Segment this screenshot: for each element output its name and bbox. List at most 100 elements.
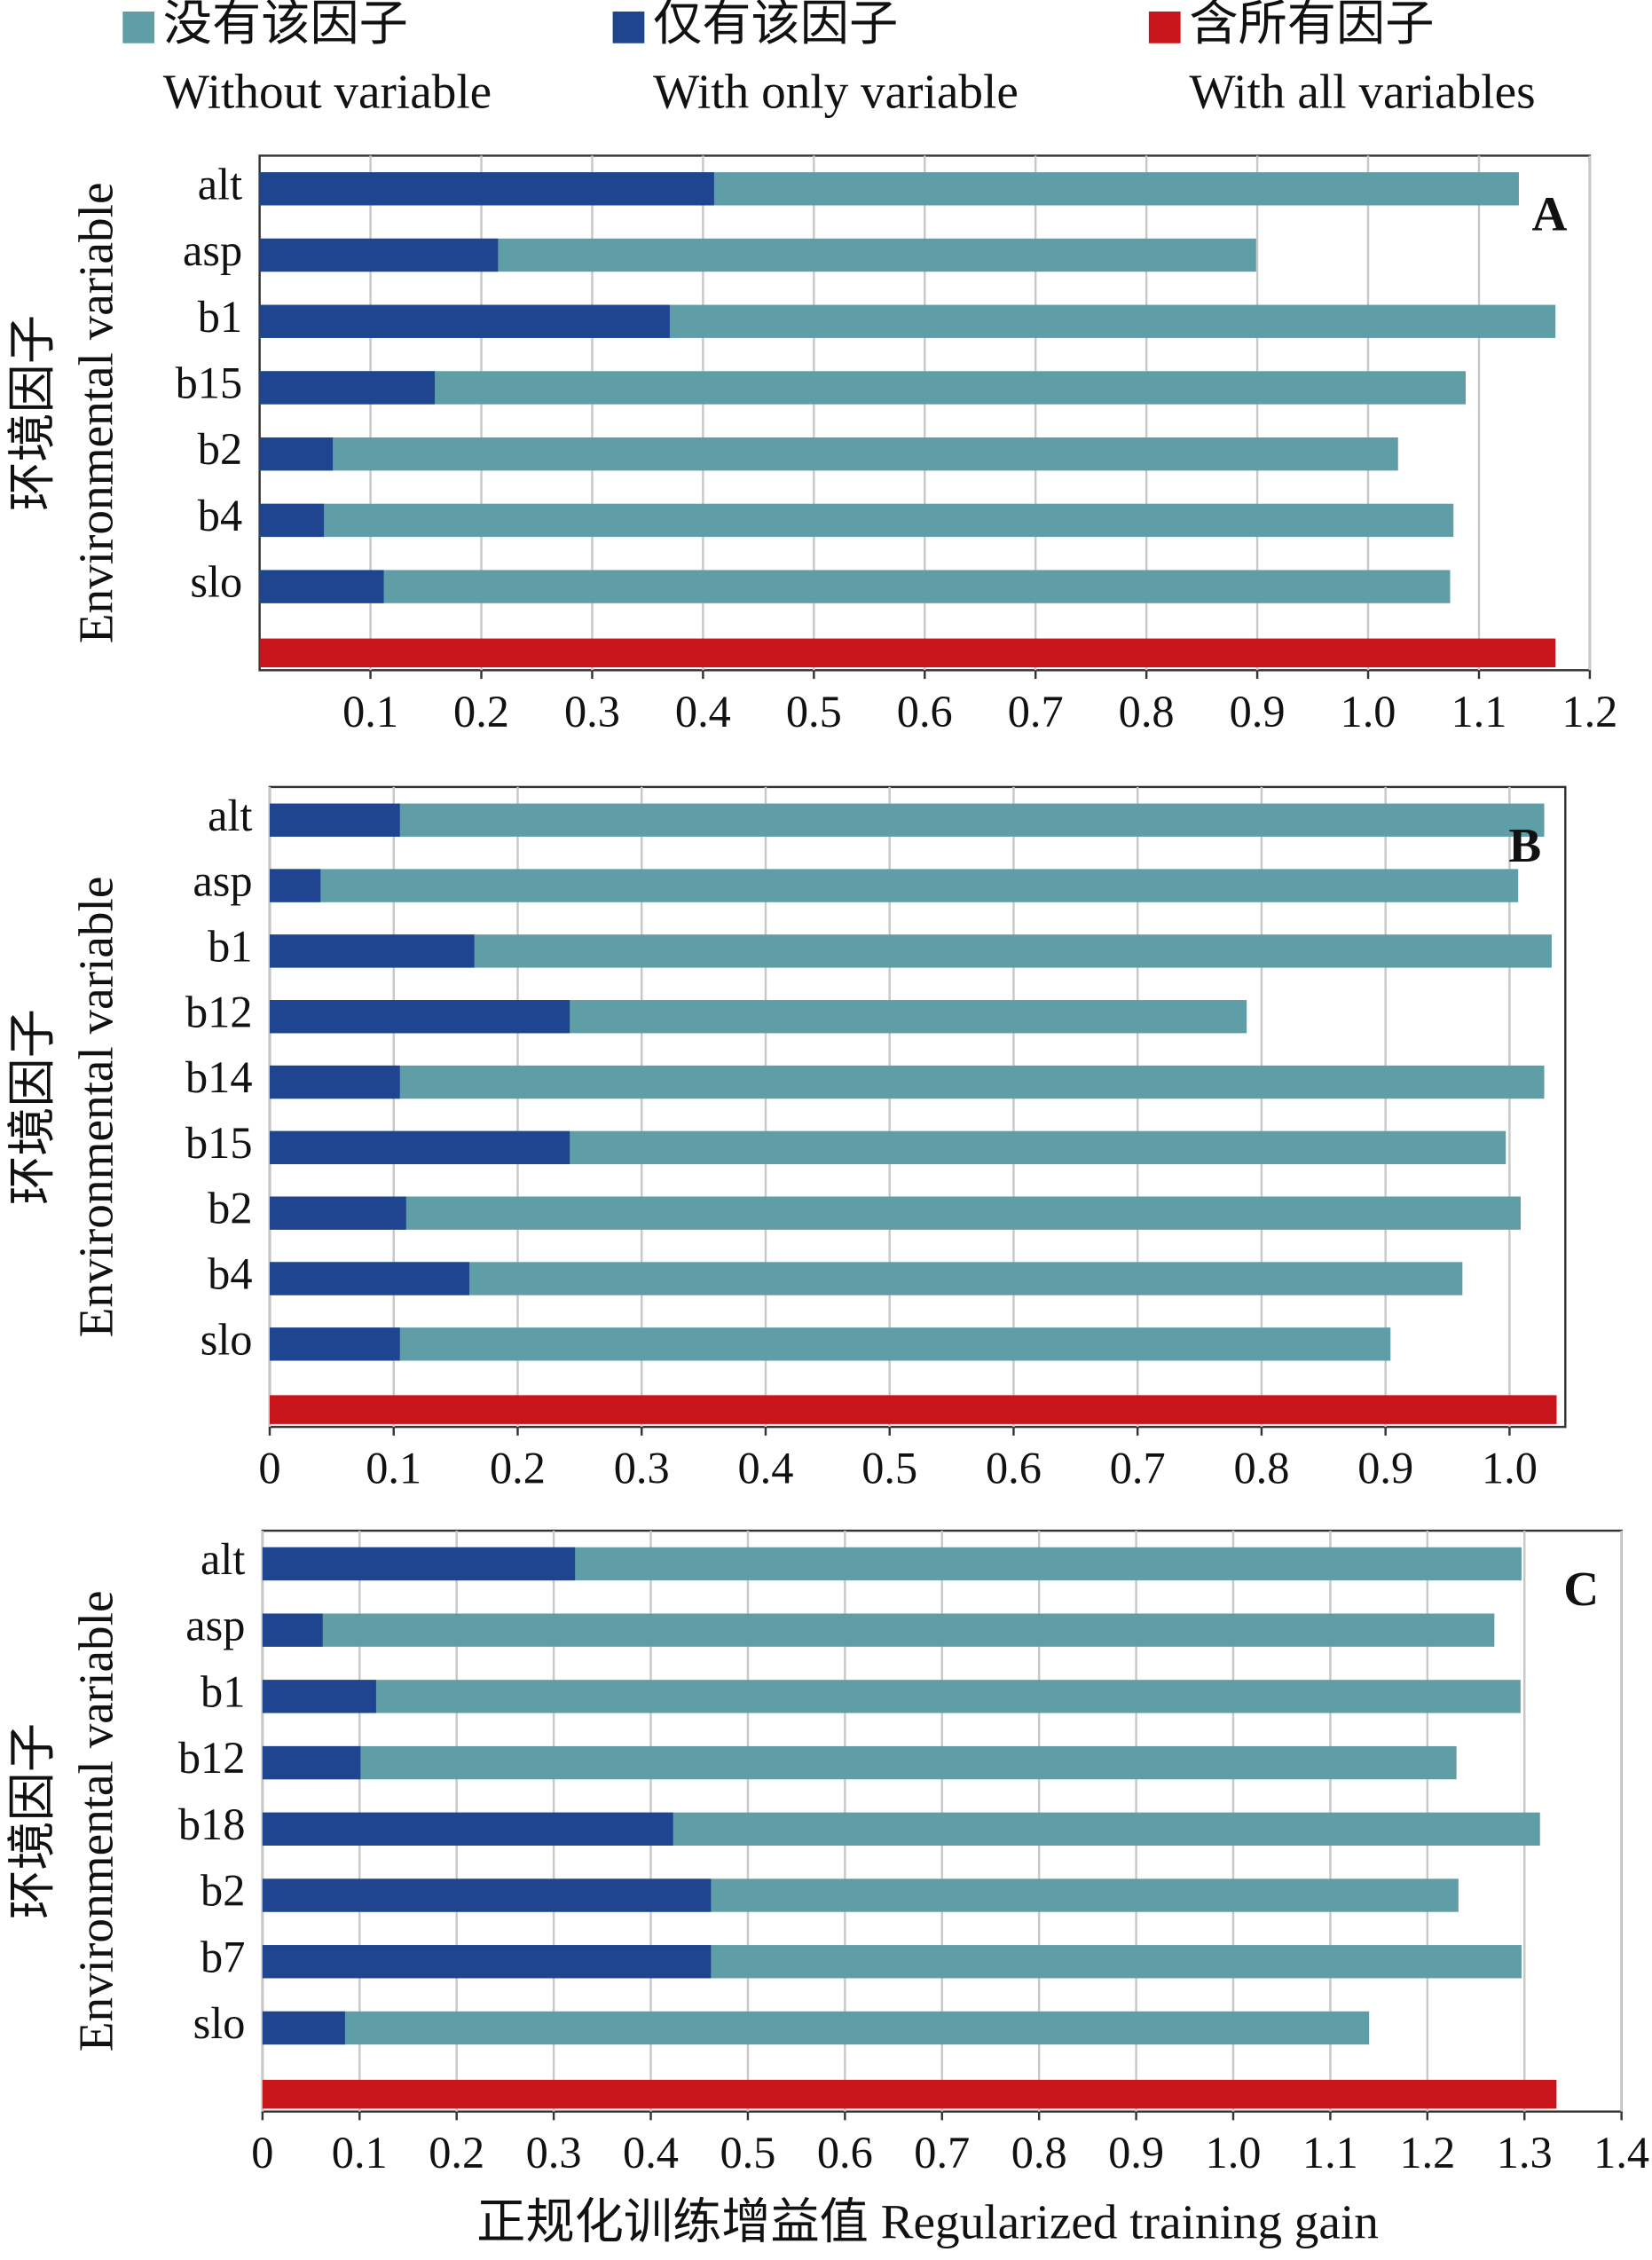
y-tick-label: b1 [201, 1666, 245, 1716]
bar [269, 1000, 570, 1034]
bar [269, 1065, 400, 1099]
bar [269, 1327, 400, 1361]
x-tick-label: 0 [258, 1444, 280, 1493]
y-tick-label: asp [185, 1601, 245, 1650]
x-tick-label: 0.8 [1119, 687, 1175, 736]
bar [259, 570, 1451, 603]
bar [262, 1680, 376, 1713]
bar [259, 437, 1398, 471]
bar [259, 371, 1466, 405]
y-tick-label: b4 [208, 1249, 252, 1299]
bar [259, 570, 384, 603]
x-tick-label: 0.5 [786, 687, 842, 736]
bar [259, 371, 436, 405]
y-tick-label: alt [208, 791, 252, 840]
x-tick-label: 0.6 [986, 1444, 1042, 1493]
bar [269, 1196, 406, 1230]
x-tick-label: 0.1 [366, 1444, 421, 1493]
bar [269, 934, 1552, 968]
x-tick-label: 0.1 [332, 2128, 388, 2177]
panel-label: C [1563, 1562, 1599, 1616]
y-tick-label: b12 [178, 1733, 246, 1783]
bar [269, 934, 475, 968]
x-tick-label: 1.2 [1562, 687, 1617, 736]
x-tick-label: 1.1 [1302, 2128, 1358, 2177]
x-tick-label: 0.8 [1233, 1444, 1289, 1493]
x-tick-label: 0.3 [526, 2128, 582, 2177]
bar [262, 1680, 1521, 1713]
y-axis-title: Environmental variable [69, 877, 123, 1338]
x-axis-title: 正规化训练增益值 Regularized training gain [476, 2194, 1379, 2248]
legend-label-zh: 含所有因子 [1189, 0, 1434, 51]
x-tick-label: 0.3 [564, 687, 620, 736]
y-axis-title-zh: 环境因子 [5, 1009, 59, 1205]
x-tick-label: 0.4 [623, 2128, 679, 2177]
y-tick-label: alt [198, 159, 242, 209]
y-tick-label: b14 [185, 1052, 253, 1102]
bar [269, 1130, 570, 1165]
y-tick-label: b12 [185, 987, 253, 1036]
bar [262, 1878, 712, 1912]
x-tick-label: 0.4 [737, 1444, 793, 1493]
bar [262, 2079, 1557, 2109]
bar [269, 1262, 469, 1295]
bar [262, 1812, 673, 1846]
bar [259, 304, 670, 338]
x-tick-label: 1.0 [1482, 1444, 1538, 1493]
x-tick-label: 0 [251, 2128, 273, 2177]
y-axis-title-zh: 环境因子 [5, 315, 59, 511]
x-tick-label: 0.5 [720, 2128, 775, 2177]
legend-label: With all variables [1189, 65, 1535, 119]
x-tick-label: 0.9 [1108, 2128, 1164, 2177]
x-tick-label: 1.0 [1341, 687, 1396, 736]
y-tick-label: slo [201, 1314, 253, 1364]
y-tick-label: b2 [208, 1184, 252, 1233]
x-tick-label: 0.6 [817, 2128, 873, 2177]
x-tick-label: 1.2 [1399, 2128, 1455, 2177]
bar [259, 238, 499, 272]
x-tick-label: 0.7 [914, 2128, 970, 2177]
y-tick-label: asp [193, 856, 252, 906]
legend-label-zh: 没有该因子 [163, 0, 408, 51]
panel-label: B [1508, 818, 1541, 872]
bar [269, 1395, 1557, 1424]
bar [269, 1327, 1391, 1361]
legend-swatch [1148, 11, 1181, 43]
x-tick-label: 0.8 [1011, 2128, 1067, 2177]
y-tick-label: asp [183, 225, 242, 275]
x-tick-label: 0.2 [490, 1444, 546, 1493]
bar [259, 172, 714, 206]
y-axis-title-zh: 环境因子 [5, 1723, 59, 1919]
y-tick-label: b15 [176, 358, 243, 408]
y-tick-label: b2 [198, 424, 242, 474]
y-tick-label: b7 [201, 1932, 245, 1981]
legend-label: With only variable [653, 65, 1019, 119]
y-tick-label: slo [193, 1998, 246, 2048]
x-tick-label: 1.1 [1451, 687, 1507, 736]
x-tick-label: 0.2 [453, 687, 509, 736]
panel-label: A [1531, 187, 1567, 241]
x-tick-label: 1.0 [1206, 2128, 1262, 2177]
bar [269, 869, 1519, 902]
bar [269, 803, 1545, 837]
bar [262, 1613, 1495, 1647]
legend-swatch [612, 11, 645, 43]
bar [262, 1547, 576, 1581]
bar [269, 803, 400, 837]
bar [269, 1196, 1521, 1230]
bar [269, 1065, 1545, 1099]
x-tick-label: 0.6 [897, 687, 953, 736]
x-tick-label: 0.9 [1357, 1444, 1413, 1493]
x-tick-label: 0.7 [1110, 1444, 1166, 1493]
x-tick-label: 0.9 [1230, 687, 1286, 736]
legend-label: Without variable [163, 65, 492, 119]
legend-label-zh: 仅有该因子 [653, 0, 898, 51]
y-tick-label: b4 [198, 491, 242, 540]
y-tick-label: b15 [185, 1118, 253, 1168]
x-tick-label: 0.5 [861, 1444, 917, 1493]
y-tick-label: b2 [201, 1866, 245, 1916]
bar [269, 869, 321, 902]
x-tick-label: 0.1 [342, 687, 398, 736]
bar [262, 1745, 1457, 1780]
